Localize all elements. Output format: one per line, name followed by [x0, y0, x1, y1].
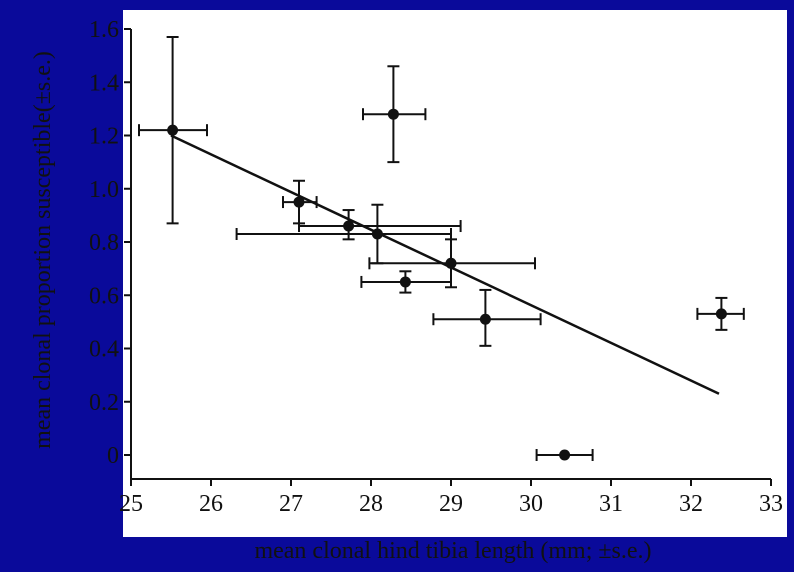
data-points [167, 108, 727, 461]
data-point [399, 276, 411, 288]
data-point [479, 313, 491, 325]
tick-labels: 25 26 27 28 29 30 31 32 33 0 0.2 0.4 0.6 0.8 1.0 1.2 1.4… [89, 17, 783, 517]
y-tick-label: 1.0 [89, 177, 119, 203]
y-tick-label: 0.2 [89, 390, 119, 416]
y-axis-label: mean clonal proportion susceptible(±s.e.… [30, 51, 56, 449]
x-tick-label: 31 [599, 491, 623, 517]
y-tick-label: 1.6 [89, 17, 119, 43]
x-tick-label: 30 [519, 491, 543, 517]
x-tick-label: 32 [679, 491, 703, 517]
axes [124, 28, 772, 486]
data-point [293, 196, 305, 208]
data-point [559, 449, 571, 461]
data-point [715, 308, 727, 320]
y-tick-label: 1.4 [89, 70, 119, 96]
x-tick-label: 25 [119, 491, 143, 517]
data-point [167, 124, 179, 136]
trendline [170, 134, 720, 395]
data-point [343, 220, 355, 232]
y-tick-label: 1.2 [89, 124, 119, 150]
x-tick-label: 28 [359, 491, 383, 517]
x-axis-label: mean clonal hind tibia length (mm; ±s.e.… [254, 538, 651, 564]
y-tick-label: 0.8 [89, 230, 119, 256]
y-tick-label: 0.6 [89, 283, 119, 309]
chart-panel [123, 10, 787, 537]
y-tick-label: 0 [107, 443, 119, 469]
trendline-group [170, 134, 720, 395]
data-point [445, 257, 457, 269]
y-tick-label: 0.4 [89, 337, 119, 363]
x-tick-label: 27 [279, 491, 303, 517]
data-point [387, 108, 399, 120]
data-point [371, 228, 383, 240]
x-tick-label: 26 [199, 491, 223, 517]
x-tick-label: 33 [759, 491, 783, 517]
x-tick-label: 29 [439, 491, 463, 517]
